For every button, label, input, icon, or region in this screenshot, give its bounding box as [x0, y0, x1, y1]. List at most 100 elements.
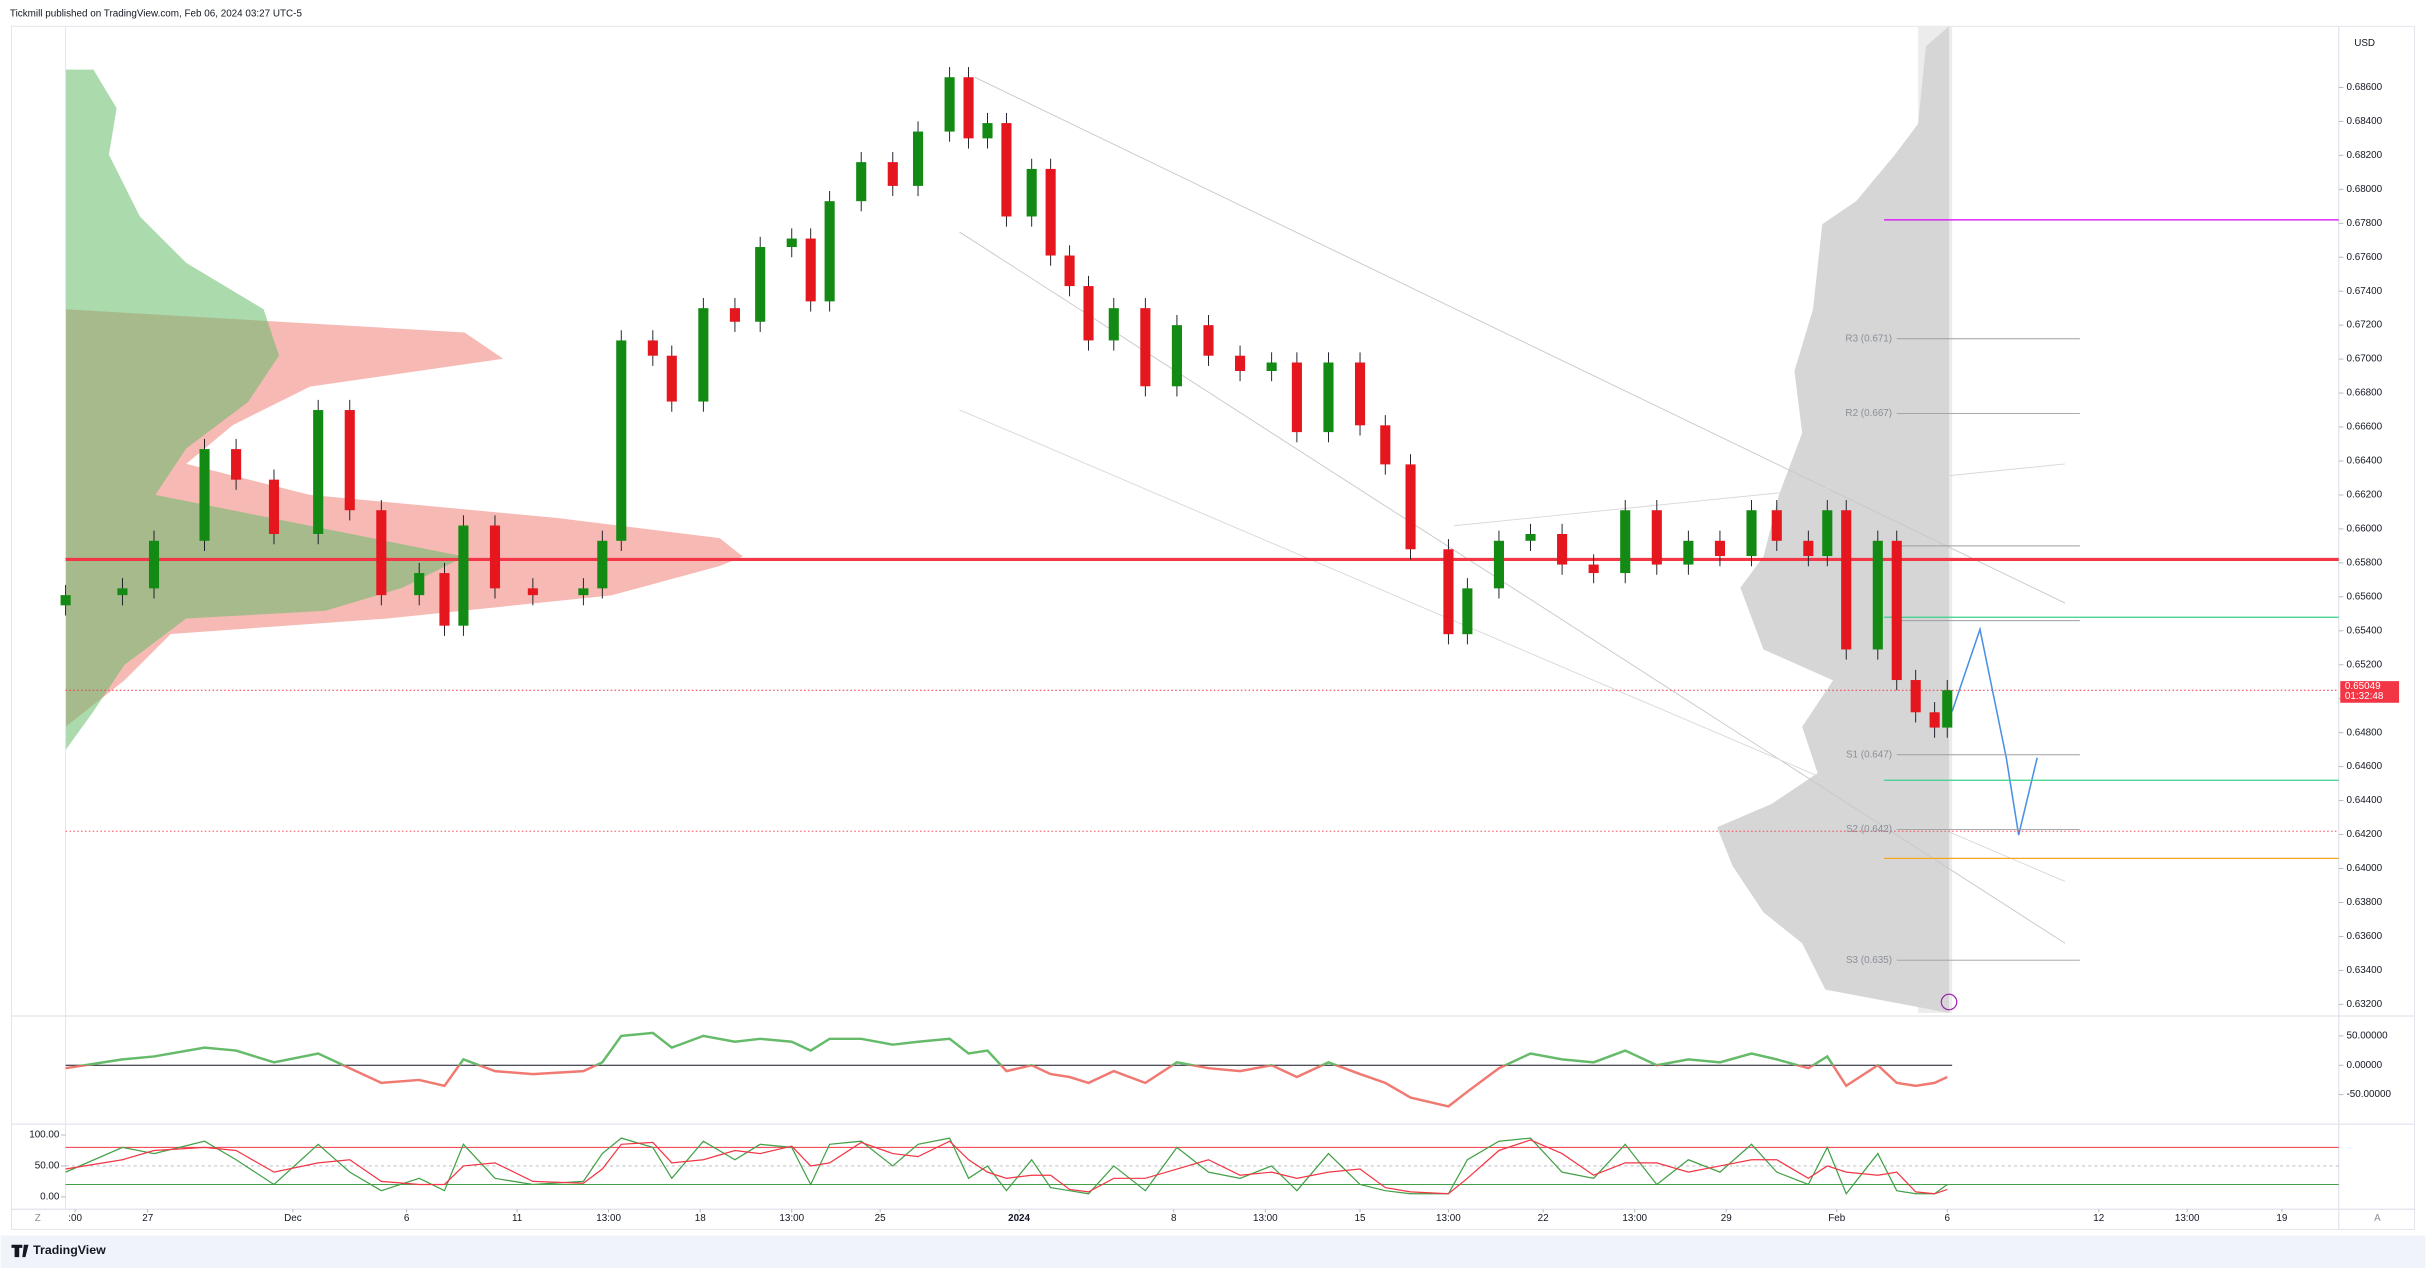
oscillator-line [76, 1031, 1880, 1066]
y-tick-label: 0.66400 [2346, 456, 2382, 467]
candle-body [489, 525, 501, 589]
candle-body [1203, 325, 1214, 356]
candle-body [1045, 168, 1056, 256]
x-tick-label: 13:00 [779, 1213, 804, 1224]
y-tick-label: 0.00000 [2346, 1060, 2382, 1071]
candle-body [117, 588, 128, 596]
candle-body [887, 162, 898, 186]
y-tick-label: 0.66800 [2346, 388, 2382, 399]
volume-profile-right [1717, 26, 1950, 1013]
candle-body [1493, 540, 1504, 589]
candle-body [1266, 362, 1277, 371]
trend-line [974, 76, 2066, 604]
x-tick-label: 13:00 [1436, 1213, 1461, 1224]
candle-body [1822, 510, 1833, 557]
brand-logo [11, 1244, 29, 1258]
candle-body [1803, 540, 1814, 557]
pivot-label: S3 (0.635) [1846, 955, 1892, 966]
y-tick-label: 0.67200 [2346, 320, 2382, 331]
candle-body [1108, 308, 1119, 341]
candle-body [944, 77, 955, 132]
y-tick-label: 0.65800 [2346, 557, 2382, 568]
y-tick-label: -50.00000 [2346, 1089, 2391, 1100]
candle-body [1380, 425, 1391, 465]
x-tick-label: 27 [142, 1213, 153, 1224]
candle-body [616, 340, 627, 541]
volume-profile-left-red [65, 309, 743, 727]
candle-body [1872, 540, 1883, 650]
trend-line [959, 409, 2066, 882]
candle-body [199, 449, 210, 541]
candle-body [1557, 534, 1568, 565]
candle-body [1140, 308, 1151, 387]
candle-body [1354, 362, 1366, 426]
x-tick-label: Feb [1828, 1213, 1846, 1224]
candle-body [1588, 564, 1599, 574]
projection-path [1951, 626, 2038, 836]
x-tick-label: 2024 [1008, 1213, 1030, 1224]
pivot-label: R3 (0.671) [1845, 333, 1892, 344]
candle-body [755, 247, 766, 322]
candle-body [268, 479, 280, 535]
oscillator-line [65, 1065, 1948, 1108]
stochastic-line [65, 1139, 1948, 1195]
candle-body [1683, 540, 1694, 565]
candle-body [527, 588, 538, 596]
y-tick-label: 0.63200 [2346, 999, 2382, 1010]
x-tick-label: 6 [1945, 1213, 1951, 1224]
price-tag [2340, 681, 2400, 703]
y-tick-label: 0.64600 [2346, 761, 2382, 772]
x-tick-label: 18 [695, 1213, 706, 1224]
candle-body [148, 540, 160, 589]
candle-body [647, 340, 658, 356]
x-tick-label: 13:00 [1622, 1213, 1647, 1224]
y-tick-label: 0.66600 [2346, 422, 2382, 433]
header-text: Tickmill published on TradingView.com, F… [10, 9, 303, 20]
x-tick-label: 12 [2093, 1213, 2104, 1224]
y-tick-label: 0.67400 [2346, 286, 2382, 297]
candle-body [458, 525, 469, 626]
y-tick-label: 0.68400 [2346, 116, 2382, 127]
button-a[interactable]: A [2374, 1213, 2381, 1224]
candle-body [982, 123, 993, 139]
x-tick-label: 29 [1721, 1213, 1732, 1224]
candle-body [912, 131, 924, 186]
x-tick-label: 11 [512, 1213, 523, 1224]
candle-body [1942, 690, 1953, 728]
y-tick-label: 0.68200 [2346, 150, 2382, 161]
candle-body [1291, 362, 1302, 433]
x-tick-label: 6 [404, 1213, 410, 1224]
y-tick-label: 0.63800 [2346, 897, 2382, 908]
candle-body [231, 449, 242, 480]
footer-bar [0, 1235, 2426, 1268]
y-tick-label: 0.00 [40, 1191, 60, 1202]
pivot-label: S1 (0.647) [1846, 749, 1892, 760]
x-tick-label: 15 [1355, 1213, 1366, 1224]
candle-body [1235, 355, 1246, 371]
candle-body [1651, 510, 1662, 565]
candle-body [1771, 510, 1782, 541]
button-z[interactable]: Z [35, 1213, 41, 1224]
candle-body [439, 573, 450, 626]
candle-body [729, 308, 740, 322]
x-tick-label: 22 [1538, 1213, 1549, 1224]
candle-body [1714, 540, 1725, 557]
alert-icon[interactable] [1940, 993, 1958, 1011]
y-tick-label: 100.00 [29, 1130, 60, 1141]
candle-body [1171, 325, 1182, 387]
y-tick-label: 0.64800 [2346, 727, 2382, 738]
candle-body [1525, 534, 1536, 541]
candle-body [1929, 712, 1940, 728]
countdown-label: 01:32:48 [2345, 691, 2384, 702]
candle-body [1841, 510, 1852, 650]
y-tick-label: 0.66000 [2346, 524, 2382, 535]
candle-body [1462, 588, 1473, 635]
x-tick-label: :00 [68, 1213, 82, 1224]
trend-line [1454, 463, 2066, 527]
candle-body [1443, 549, 1454, 635]
y-tick-label: 50.00 [35, 1161, 60, 1172]
candle-body [1323, 362, 1334, 433]
candle-body [1910, 680, 1921, 713]
